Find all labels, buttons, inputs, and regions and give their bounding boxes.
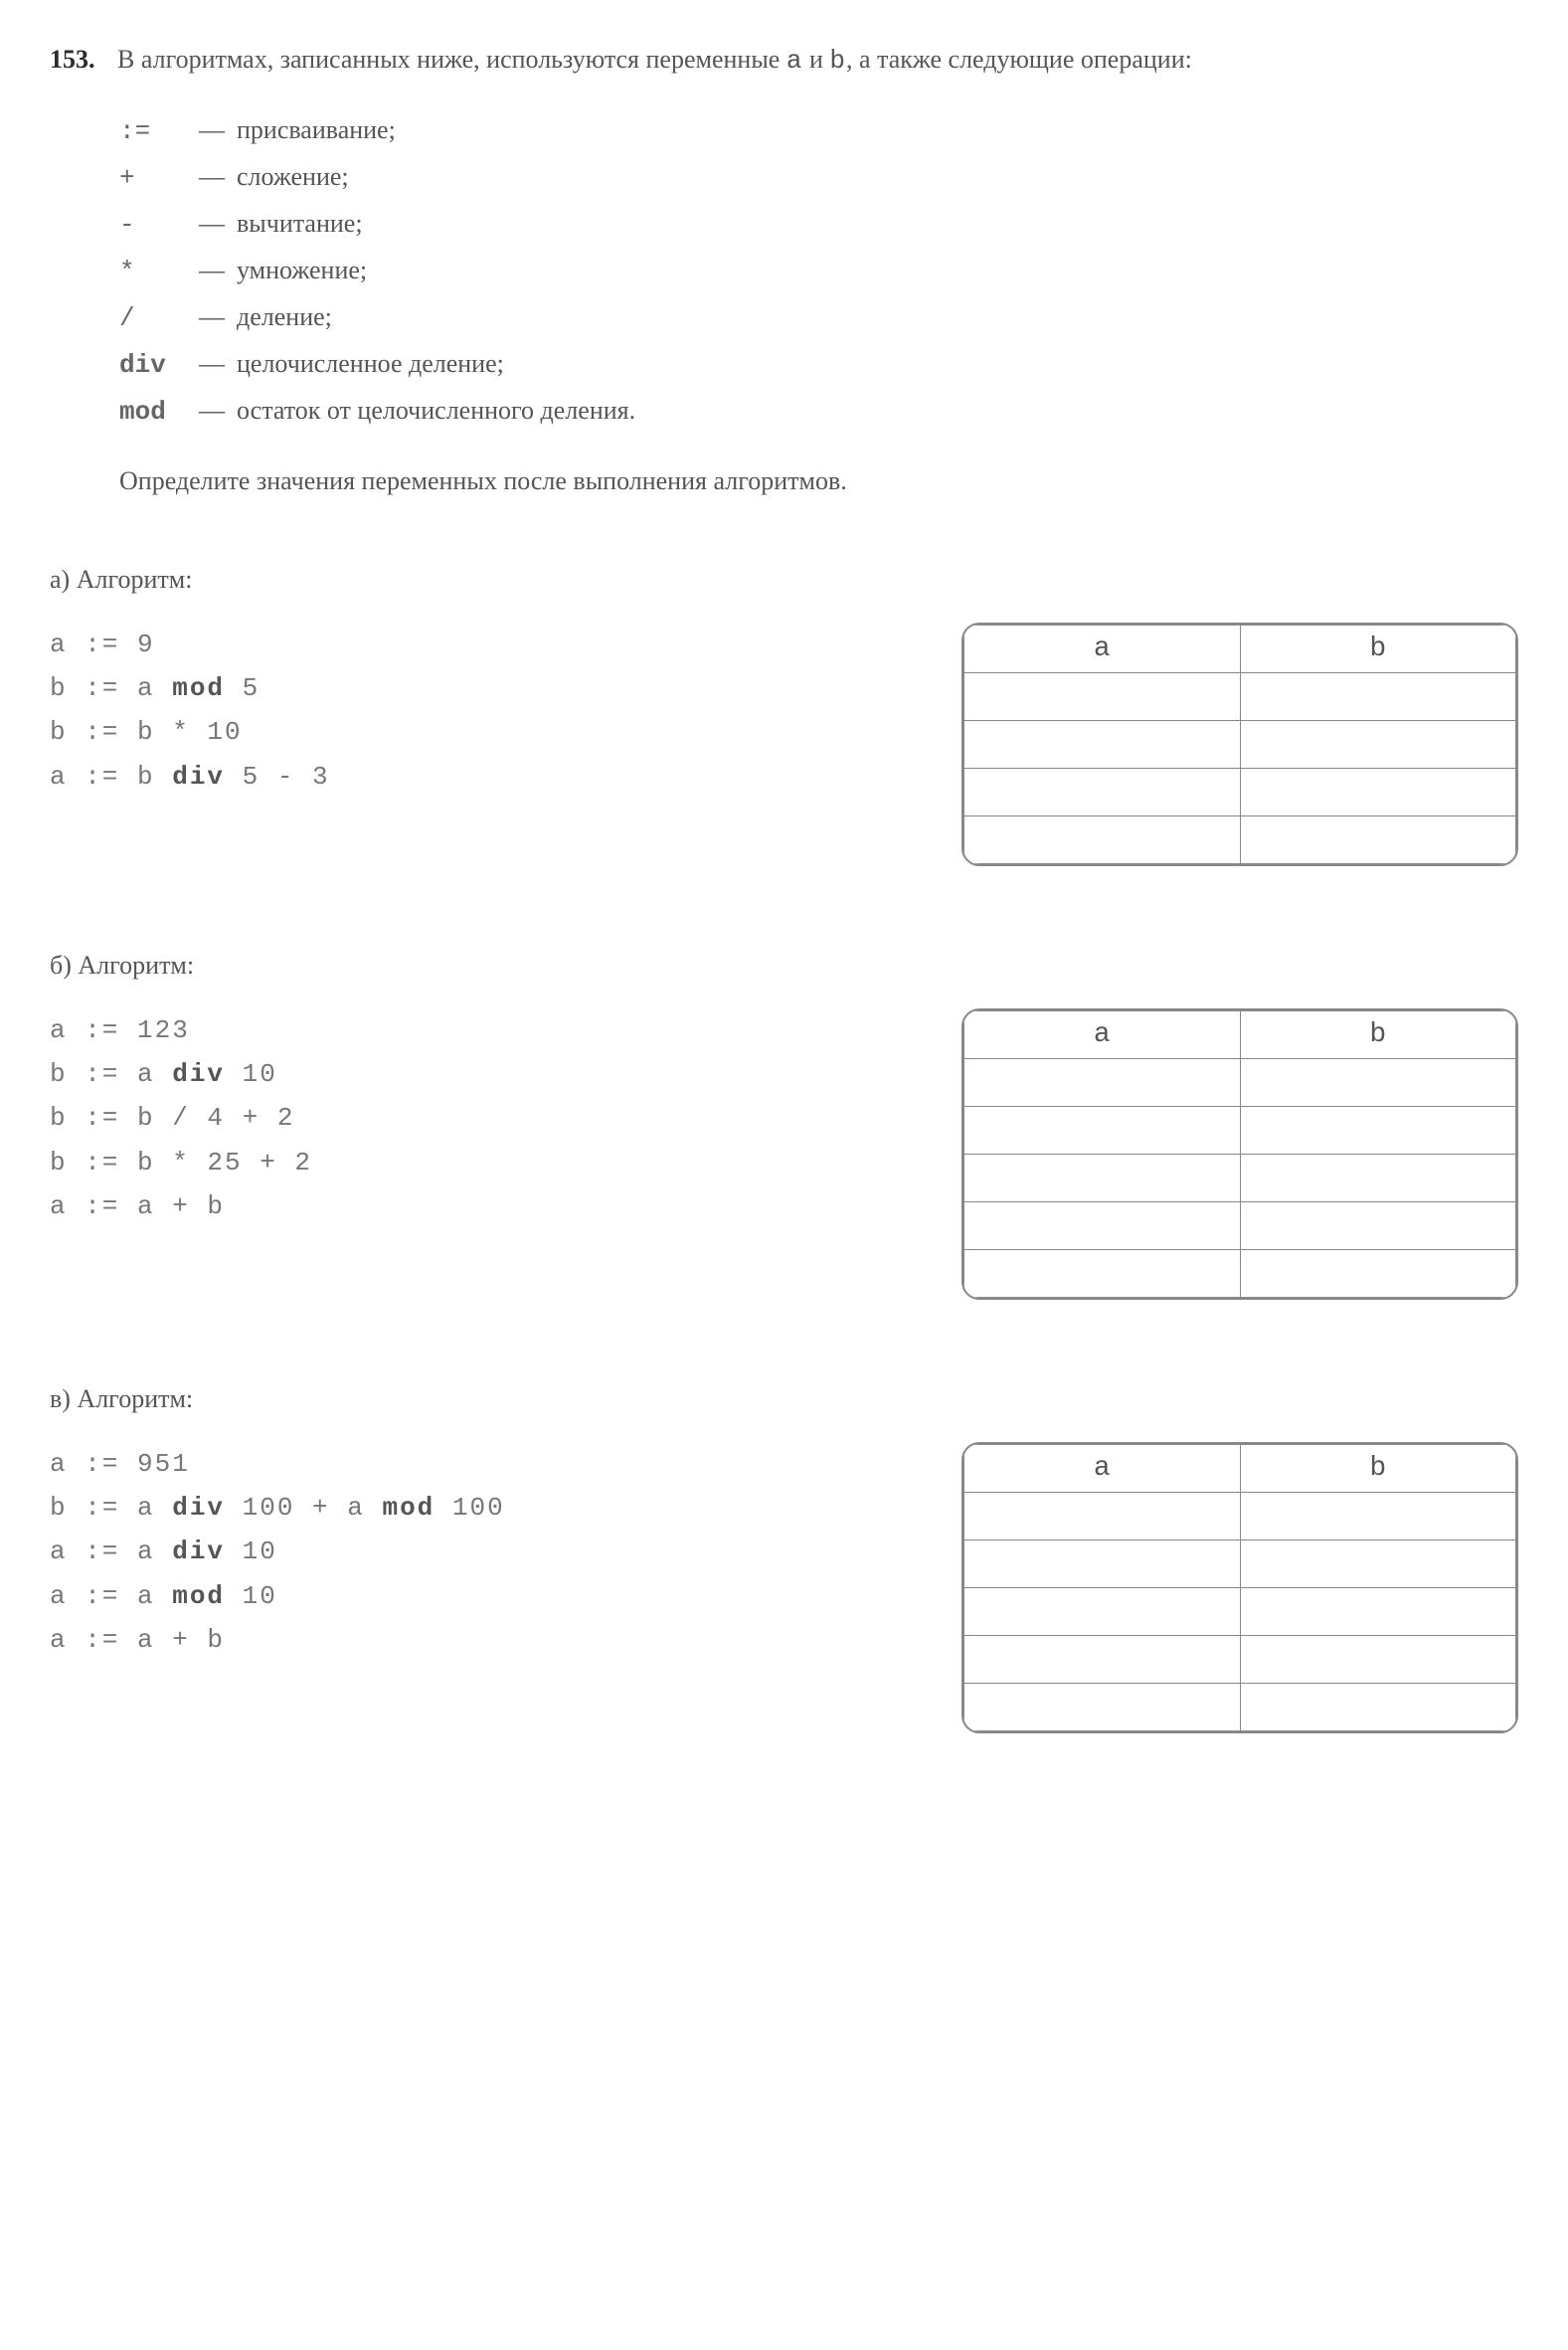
table-cell[interactable] xyxy=(964,769,1241,816)
table-cell[interactable] xyxy=(1240,1493,1516,1540)
op-dash: — xyxy=(199,297,225,336)
code-line: b := a div 10 xyxy=(50,1052,922,1096)
table-cell[interactable] xyxy=(1240,1540,1516,1588)
table-cell[interactable] xyxy=(964,1250,1241,1298)
op-symbol: * xyxy=(119,253,199,291)
op-desc: деление; xyxy=(237,297,332,336)
table-cell[interactable] xyxy=(964,1059,1241,1107)
code-block-b: a := 123 b := a div 10 b := b / 4 + 2 b … xyxy=(50,1008,922,1228)
code-line: a := a + b xyxy=(50,1184,922,1228)
op-dash: — xyxy=(199,157,225,196)
code-line: b := a mod 5 xyxy=(50,666,922,710)
table-cell[interactable] xyxy=(1240,1202,1516,1250)
op-symbol: mod xyxy=(119,393,199,432)
code-line: b := b * 25 + 2 xyxy=(50,1141,922,1184)
op-desc: сложение; xyxy=(237,157,349,196)
op-dash: — xyxy=(199,204,225,243)
table-header-b: b xyxy=(1240,1011,1516,1059)
operation-item: + — сложение; xyxy=(119,157,1518,198)
code-line: b := b * 10 xyxy=(50,710,922,754)
code-line: a := a mod 10 xyxy=(50,1574,922,1618)
table-header-a: a xyxy=(964,626,1241,673)
intro-text: В алгоритмах, записанных ниже, использую… xyxy=(117,40,1518,81)
op-desc: присваивание; xyxy=(237,110,396,149)
algorithm-title: в) Алгоритм: xyxy=(50,1379,1518,1418)
operations-list: := — присваивание; + — сложение; - — выч… xyxy=(119,110,1518,432)
table-cell[interactable] xyxy=(964,721,1241,769)
code-line: a := 9 xyxy=(50,623,922,666)
table-header-a: a xyxy=(964,1011,1241,1059)
op-dash: — xyxy=(199,344,225,383)
operation-item: - — вычитание; xyxy=(119,204,1518,245)
op-symbol: + xyxy=(119,159,199,198)
table-cell[interactable] xyxy=(1240,1059,1516,1107)
algorithm-b: б) Алгоритм: a := 123 b := a div 10 b :=… xyxy=(50,946,1518,1300)
algorithm-v: в) Алгоритм: a := 951 b := a div 100 + a… xyxy=(50,1379,1518,1733)
algorithm-title: б) Алгоритм: xyxy=(50,946,1518,985)
code-line: b := a div 100 + a mod 100 xyxy=(50,1486,922,1530)
table-cell[interactable] xyxy=(964,1684,1241,1731)
op-dash: — xyxy=(199,391,225,430)
table-header-b: b xyxy=(1240,626,1516,673)
table-cell[interactable] xyxy=(964,673,1241,721)
op-dash: — xyxy=(199,251,225,289)
op-desc: умножение; xyxy=(237,251,367,289)
code-line: a := b div 5 - 3 xyxy=(50,755,922,799)
operation-item: / — деление; xyxy=(119,297,1518,338)
table-cell[interactable] xyxy=(1240,1684,1516,1731)
op-desc: остаток от целочисленного деления. xyxy=(237,391,635,430)
table-cell[interactable] xyxy=(1240,721,1516,769)
table-v: a b xyxy=(961,1442,1518,1733)
table-cell[interactable] xyxy=(964,1155,1241,1202)
table-cell[interactable] xyxy=(964,1636,1241,1684)
table-cell[interactable] xyxy=(964,1202,1241,1250)
table-cell[interactable] xyxy=(1240,816,1516,864)
table-cell[interactable] xyxy=(964,816,1241,864)
operation-item: mod — остаток от целочисленного деления. xyxy=(119,391,1518,432)
table-cell[interactable] xyxy=(964,1107,1241,1155)
code-block-a: a := 9 b := a mod 5 b := b * 10 a := b d… xyxy=(50,623,922,799)
op-symbol: / xyxy=(119,299,199,338)
table-cell[interactable] xyxy=(1240,1636,1516,1684)
table-header-b: b xyxy=(1240,1445,1516,1493)
code-line: a := a + b xyxy=(50,1618,922,1662)
op-dash: — xyxy=(199,110,225,149)
code-line: a := a div 10 xyxy=(50,1530,922,1573)
operation-item: := — присваивание; xyxy=(119,110,1518,151)
operation-item: * — умножение; xyxy=(119,251,1518,291)
table-cell[interactable] xyxy=(1240,1588,1516,1636)
task-text: Определите значения переменных после вып… xyxy=(119,461,1518,500)
table-cell[interactable] xyxy=(964,1540,1241,1588)
exercise-number: 153. xyxy=(50,40,109,79)
table-a: a b xyxy=(961,623,1518,866)
code-line: a := 123 xyxy=(50,1008,922,1052)
table-cell[interactable] xyxy=(1240,769,1516,816)
code-block-v: a := 951 b := a div 100 + a mod 100 a :=… xyxy=(50,1442,922,1662)
table-header-a: a xyxy=(964,1445,1241,1493)
code-line: a := 951 xyxy=(50,1442,922,1486)
table-cell[interactable] xyxy=(964,1588,1241,1636)
table-cell[interactable] xyxy=(964,1493,1241,1540)
op-symbol: - xyxy=(119,206,199,245)
code-line: b := b / 4 + 2 xyxy=(50,1096,922,1140)
op-desc: вычитание; xyxy=(237,204,363,243)
table-cell[interactable] xyxy=(1240,1155,1516,1202)
table-b: a b xyxy=(961,1008,1518,1300)
table-cell[interactable] xyxy=(1240,1107,1516,1155)
op-symbol: := xyxy=(119,112,199,151)
op-desc: целочисленное деление; xyxy=(237,344,504,383)
algorithm-title: а) Алгоритм: xyxy=(50,560,1518,599)
algorithm-a: а) Алгоритм: a := 9 b := a mod 5 b := b … xyxy=(50,560,1518,866)
operation-item: div — целочисленное деление; xyxy=(119,344,1518,385)
op-symbol: div xyxy=(119,346,199,385)
table-cell[interactable] xyxy=(1240,673,1516,721)
table-cell[interactable] xyxy=(1240,1250,1516,1298)
